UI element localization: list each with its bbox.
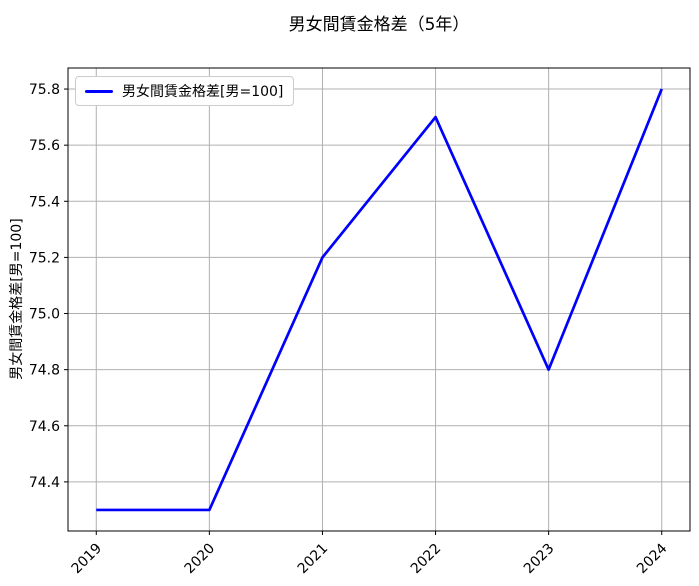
x-tick-label: 2021 (295, 541, 332, 578)
legend-label: 男女間賃金格差[男=100] (122, 84, 284, 100)
y-tick-label: 75.0 (29, 307, 60, 323)
legend: 男女間賃金格差[男=100] (75, 76, 295, 106)
x-tick-label: 2020 (182, 541, 219, 578)
x-tick-label: 2019 (69, 541, 106, 578)
chart-title: 男女間賃金格差（5年） (288, 15, 470, 35)
series-line (96, 88, 663, 512)
y-tick-label: 74.8 (29, 363, 60, 379)
y-tick-label: 75.6 (29, 138, 60, 154)
y-tick-label: 74.6 (29, 419, 60, 435)
y-tick-label: 75.8 (29, 82, 60, 98)
plot-border (67, 67, 691, 532)
legend-line-swatch (85, 89, 113, 93)
x-tick-label: 2023 (521, 541, 558, 578)
x-tick-label: 2024 (634, 540, 671, 577)
y-tick-label: 75.4 (29, 194, 60, 210)
y-tick-label: 74.4 (29, 475, 60, 491)
x-tick-label: 2022 (408, 541, 445, 578)
y-tick-label: 75.2 (29, 250, 60, 266)
